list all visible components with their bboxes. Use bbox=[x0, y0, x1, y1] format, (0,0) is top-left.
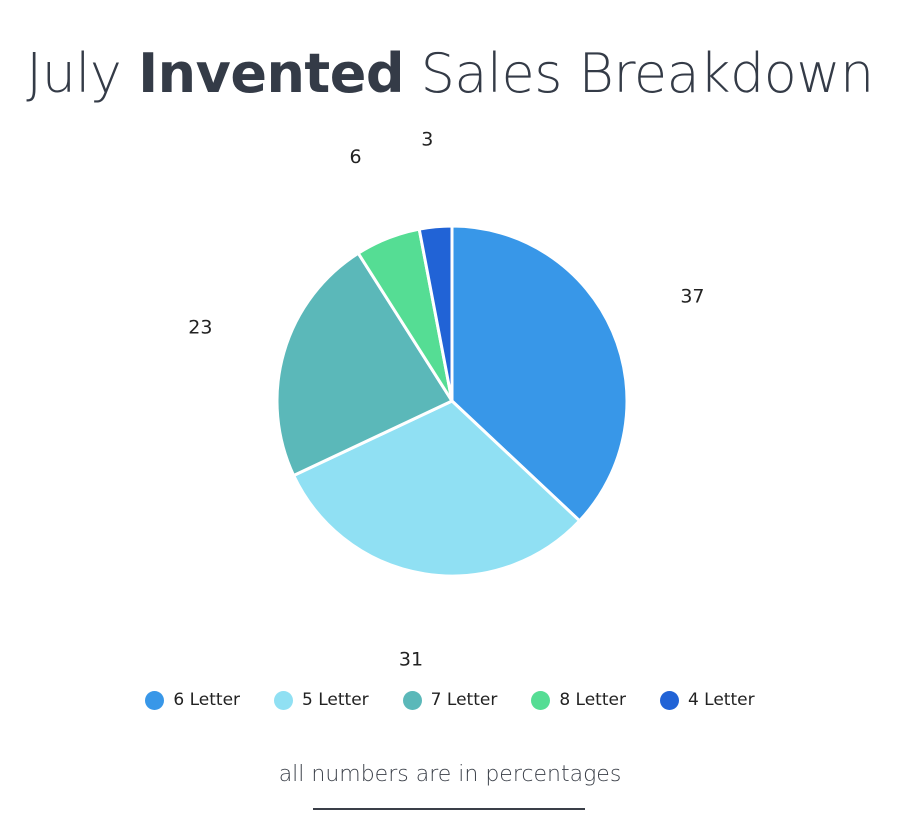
footnote-underline bbox=[313, 808, 585, 810]
pie-slice-5-letter[interactable] bbox=[292, 399, 582, 578]
legend-label: 7 Letter bbox=[430, 690, 498, 710]
data-label-8-letter: 6 bbox=[350, 146, 362, 168]
legend-swatch-icon bbox=[402, 690, 422, 710]
pie-slice-6-letter[interactable] bbox=[450, 224, 629, 523]
data-label-5-letter: 31 bbox=[399, 648, 423, 670]
title-bold: Invented bbox=[138, 42, 404, 105]
data-label-7-letter: 23 bbox=[188, 316, 212, 338]
legend-swatch-icon bbox=[659, 690, 679, 710]
data-label-4-letter: 3 bbox=[421, 129, 433, 151]
legend-item-7-letter[interactable]: 7 Letter bbox=[402, 690, 498, 710]
legend-label: 8 Letter bbox=[559, 690, 626, 710]
legend-label: 6 Letter bbox=[173, 690, 241, 710]
chart-legend: 6 Letter 5 Letter 7 Letter 8 Letter 4 Letter bbox=[0, 690, 900, 710]
legend-label: 4 Letter bbox=[687, 690, 755, 710]
chart-title: July Invented Sales Breakdown bbox=[0, 42, 900, 105]
pie-slice-7-letter[interactable] bbox=[275, 251, 454, 478]
title-prefix: July bbox=[26, 42, 122, 105]
pie-slice-4-letter[interactable] bbox=[417, 224, 454, 403]
legend-item-4-letter[interactable]: 4 Letter bbox=[659, 690, 755, 710]
legend-swatch-icon bbox=[145, 690, 165, 710]
title-suffix: Sales Breakdown bbox=[420, 42, 875, 105]
legend-item-8-letter[interactable]: 8 Letter bbox=[531, 690, 626, 710]
legend-item-6-letter[interactable]: 6 Letter bbox=[145, 690, 240, 710]
legend-swatch-icon bbox=[274, 690, 294, 710]
data-label-6-letter: 37 bbox=[680, 285, 704, 307]
legend-swatch-icon bbox=[531, 690, 551, 710]
legend-label: 5 Letter bbox=[302, 690, 369, 710]
footnote: all numbers are in percentages bbox=[278, 762, 622, 787]
legend-item-5-letter[interactable]: 5 Letter bbox=[274, 690, 369, 710]
